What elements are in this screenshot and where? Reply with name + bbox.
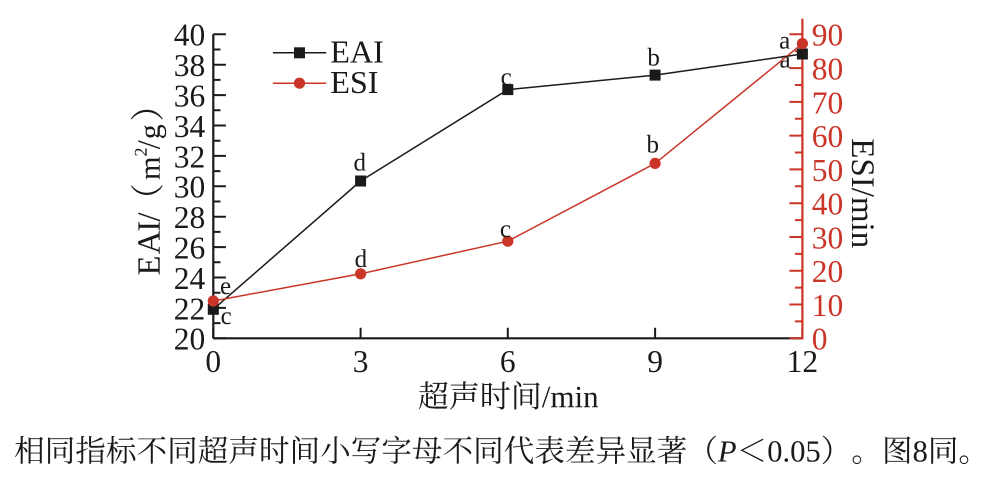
svg-text:d: d bbox=[353, 149, 366, 176]
svg-text:20: 20 bbox=[174, 322, 206, 357]
svg-text:ESI: ESI bbox=[330, 64, 378, 100]
svg-text:b: b bbox=[647, 45, 660, 72]
svg-text:30: 30 bbox=[174, 170, 206, 205]
svg-text:90: 90 bbox=[812, 18, 844, 53]
svg-text:b: b bbox=[647, 132, 660, 159]
svg-text:30: 30 bbox=[812, 220, 844, 255]
svg-text:40: 40 bbox=[174, 18, 206, 53]
svg-text:22: 22 bbox=[174, 291, 206, 326]
svg-text:0: 0 bbox=[205, 344, 221, 379]
svg-text:d: d bbox=[355, 246, 368, 273]
svg-text:32: 32 bbox=[174, 139, 206, 174]
svg-text:20: 20 bbox=[812, 254, 844, 289]
svg-text:EAI: EAI bbox=[330, 34, 384, 70]
svg-text:38: 38 bbox=[174, 48, 206, 83]
svg-text:60: 60 bbox=[812, 119, 844, 154]
svg-text:24: 24 bbox=[174, 261, 206, 296]
svg-text:34: 34 bbox=[174, 109, 206, 144]
svg-text:c: c bbox=[221, 303, 232, 330]
svg-text:80: 80 bbox=[812, 52, 844, 87]
svg-text:26: 26 bbox=[174, 231, 206, 266]
svg-text:3: 3 bbox=[353, 344, 369, 379]
svg-text:28: 28 bbox=[174, 200, 206, 235]
svg-text:36: 36 bbox=[174, 79, 206, 114]
svg-text:10: 10 bbox=[812, 288, 844, 323]
svg-text:c: c bbox=[501, 64, 512, 91]
svg-text:70: 70 bbox=[812, 85, 844, 120]
svg-text:c: c bbox=[500, 216, 511, 243]
svg-text:40: 40 bbox=[812, 187, 844, 222]
svg-text:50: 50 bbox=[812, 153, 844, 188]
svg-text:12: 12 bbox=[787, 344, 819, 379]
svg-text:a: a bbox=[779, 47, 790, 74]
svg-text:6: 6 bbox=[500, 344, 516, 379]
svg-text:a: a bbox=[779, 28, 790, 55]
svg-text:0: 0 bbox=[812, 322, 828, 357]
svg-text:9: 9 bbox=[647, 344, 663, 379]
svg-text:e: e bbox=[220, 273, 231, 300]
